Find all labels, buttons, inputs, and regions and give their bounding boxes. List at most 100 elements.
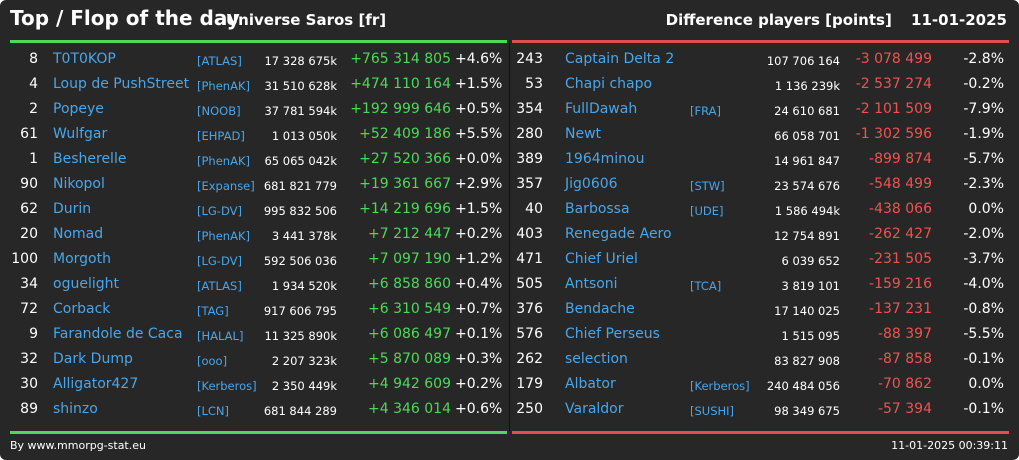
alliance-tag-link[interactable]: [PhenAK] — [197, 79, 250, 93]
player-rank: 8 — [29, 51, 38, 67]
percent-change: +0.6% — [455, 401, 503, 417]
universe-label: Universe Saros [fr] — [226, 11, 387, 29]
player-name-link[interactable]: T0T0KOP — [53, 51, 116, 67]
percent-change: -7.9% — [963, 101, 1004, 117]
player-name-link[interactable]: Alligator427 — [53, 376, 139, 392]
percent-change: +0.0% — [455, 151, 503, 167]
player-points: 917 606 795 — [263, 304, 337, 318]
player-name-link[interactable]: oguelight — [53, 276, 119, 292]
alliance-tag-link[interactable]: [ooo] — [197, 354, 228, 368]
player-name-link[interactable]: Popeye — [53, 101, 104, 117]
player-name-link[interactable]: Chief Uriel — [565, 251, 638, 267]
alliance-tag-link[interactable]: [PhenAK] — [197, 229, 250, 243]
player-name-link[interactable]: Corback — [53, 301, 111, 317]
player-name-link[interactable]: Antsoni — [565, 276, 618, 292]
flop-list: 243 Captain Delta 2 107 706 164 -3 078 499 -… — [510, 48, 1019, 423]
column-divider — [509, 43, 510, 431]
alliance-tag-link[interactable]: [TCA] — [690, 279, 722, 293]
alliance-tag-link[interactable]: [HALAL] — [197, 329, 244, 343]
alliance-tag-link[interactable]: [Kerberos] — [690, 379, 750, 393]
player-name-link[interactable]: selection — [565, 351, 628, 367]
player-name-link[interactable]: shinzo — [53, 401, 98, 417]
alliance-tag-link[interactable]: [PhenAK] — [197, 154, 250, 168]
alliance-tag-link[interactable]: [ATLAS] — [197, 279, 242, 293]
player-rank: 61 — [20, 126, 38, 142]
percent-change: -4.0% — [963, 276, 1004, 292]
alliance-tag-link[interactable]: [LCN] — [197, 404, 230, 418]
player-points: 6 039 652 — [781, 254, 840, 268]
percent-change: +0.4% — [455, 276, 503, 292]
alliance-tag-link[interactable]: [NOOB] — [197, 104, 241, 118]
points-difference: +7 212 447 — [368, 226, 451, 242]
player-points: 1 934 520k — [271, 279, 337, 293]
player-name-link[interactable]: FullDawah — [565, 101, 638, 117]
player-name-link[interactable]: Dark Dump — [53, 351, 133, 367]
player-name-link[interactable]: Albator — [565, 376, 616, 392]
player-name-link[interactable]: 1964minou — [565, 151, 645, 167]
flop-row: 250 Varaldor [SUSHI] 98 349 675 -57 394 -0.1% — [510, 398, 1019, 423]
points-difference: +19 361 667 — [359, 176, 451, 192]
points-difference: -231 505 — [869, 251, 932, 267]
alliance-tag-link[interactable]: [LG-DV] — [197, 204, 242, 218]
player-name-link[interactable]: Nomad — [53, 226, 104, 242]
player-points: 592 506 036 — [263, 254, 337, 268]
page-title: Top / Flop of the day — [10, 6, 240, 30]
alliance-tag-link[interactable]: [Expanse] — [197, 179, 255, 193]
player-name-link[interactable]: Wulfgar — [53, 126, 108, 142]
player-rank: 250 — [516, 401, 543, 417]
percent-change: -3.7% — [963, 251, 1004, 267]
percent-change: +1.5% — [455, 201, 503, 217]
player-name-link[interactable]: Bendache — [565, 301, 635, 317]
player-rank: 32 — [20, 351, 38, 367]
player-name-link[interactable]: Chapi chapo — [565, 76, 653, 92]
player-name-link[interactable]: Besherelle — [53, 151, 127, 167]
player-name-link[interactable]: Chief Perseus — [565, 326, 660, 342]
flop-row: 403 Renegade Aero 12 754 891 -262 427 -2.0% — [510, 223, 1019, 248]
top-row: 89 shinzo [LCN] 681 844 289 +4 346 014 +0.6% — [0, 398, 508, 423]
alliance-tag-link[interactable]: [UDE] — [690, 204, 724, 218]
top-row: 1 Besherelle [PhenAK] 65 065 042k +27 520 36… — [0, 148, 508, 173]
top-row: 61 Wulfgar [EHPAD] 1 013 050k +52 409 186 +5.… — [0, 123, 508, 148]
player-points: 83 827 908 — [774, 354, 840, 368]
player-name-link[interactable]: Farandole de Caca — [53, 326, 183, 342]
alliance-tag-link[interactable]: [SUSHI] — [690, 404, 735, 418]
points-difference: +6 858 860 — [368, 276, 451, 292]
player-rank: 34 — [20, 276, 38, 292]
player-name-link[interactable]: Renegade Aero — [565, 226, 672, 242]
player-points: 1 136 239k — [774, 79, 840, 93]
top-accent-bar-bottom — [10, 431, 507, 434]
alliance-tag-link[interactable]: [Kerberos] — [197, 379, 257, 393]
player-points: 98 349 675 — [774, 404, 840, 418]
player-name-link[interactable]: Newt — [565, 126, 602, 142]
player-name-link[interactable]: Morgoth — [53, 251, 111, 267]
player-rank: 354 — [516, 101, 543, 117]
player-name-link[interactable]: Nikopol — [53, 176, 105, 192]
player-name-link[interactable]: Jig0606 — [565, 176, 618, 192]
player-points: 23 574 676 — [774, 179, 840, 193]
percent-change: -0.8% — [963, 301, 1004, 317]
player-points: 3 819 101 — [781, 279, 840, 293]
player-rank: 40 — [525, 201, 543, 217]
player-rank: 389 — [516, 151, 543, 167]
alliance-tag-link[interactable]: [LG-DV] — [197, 254, 242, 268]
flop-row: 576 Chief Perseus 1 515 095 -88 397 -5.5% — [510, 323, 1019, 348]
points-difference: +4 346 014 — [368, 401, 451, 417]
player-rank: 471 — [516, 251, 543, 267]
player-name-link[interactable]: Durin — [53, 201, 92, 217]
alliance-tag-link[interactable]: [TAG] — [197, 304, 229, 318]
flop-accent-bar-bottom — [512, 431, 1009, 434]
top-accent-bar — [10, 40, 507, 43]
player-rank: 62 — [20, 201, 38, 217]
player-points: 14 961 847 — [774, 154, 840, 168]
top-row: 20 Nomad [PhenAK] 3 441 378k +7 212 447 +0.2% — [0, 223, 508, 248]
player-name-link[interactable]: Barbossa — [565, 201, 630, 217]
player-name-link[interactable]: Captain Delta 2 — [565, 51, 675, 67]
alliance-tag-link[interactable]: [EHPAD] — [197, 129, 245, 143]
alliance-tag-link[interactable]: [ATLAS] — [197, 54, 242, 68]
player-name-link[interactable]: Varaldor — [565, 401, 624, 417]
alliance-tag-link[interactable]: [STW] — [690, 179, 725, 193]
alliance-tag-link[interactable]: [FRA] — [690, 104, 721, 118]
player-name-link[interactable]: Loup de PushStreet — [53, 76, 190, 92]
player-points: 681 844 289 — [263, 404, 337, 418]
points-difference: -548 499 — [869, 176, 932, 192]
